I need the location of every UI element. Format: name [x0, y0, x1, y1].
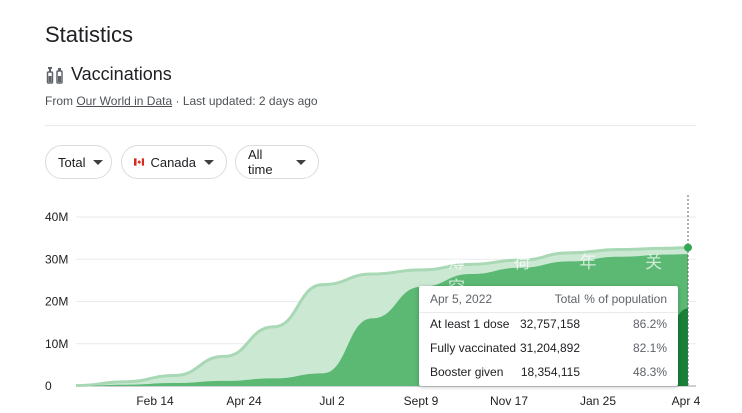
- range-dropdown-label: All time: [248, 147, 273, 177]
- tooltip-col-pct: % of population: [584, 292, 667, 306]
- x-tick-label: Feb 14: [136, 394, 174, 408]
- page-title: Statistics: [45, 22, 134, 47]
- metric-dropdown-label: Total: [58, 154, 86, 170]
- x-tick-label: Jan 25: [580, 394, 616, 408]
- series-line-first-dose: [75, 246, 689, 388]
- tooltip-col-total: Total: [554, 292, 580, 306]
- country-dropdown-label: Canada: [150, 154, 196, 170]
- tooltip-row-total: 32,757,158: [519, 317, 580, 331]
- metric-dropdown[interactable]: Total: [45, 145, 112, 179]
- x-tick-label: Apr 4: [672, 394, 701, 408]
- tooltip-divider: [419, 312, 678, 313]
- tooltip-row-total: 31,204,892: [519, 341, 580, 355]
- tooltip-row: Fully vaccinated 31,204,892 82.1%: [419, 336, 678, 360]
- divider: [45, 125, 696, 126]
- hover-marker: [684, 243, 692, 252]
- x-tick-label: Nov 17: [490, 394, 528, 408]
- section-header: Vaccinations: [45, 64, 172, 85]
- vaccine-icon: [46, 66, 63, 84]
- x-tick-label: Apr 24: [226, 394, 262, 408]
- source-line: From Our World in Data · Last updated: 2…: [45, 94, 318, 108]
- source-link[interactable]: Our World in Data: [76, 94, 173, 108]
- tooltip-date: Apr 5, 2022: [430, 292, 493, 306]
- tooltip-row: At least 1 dose 32,757,158 86.2%: [419, 312, 678, 336]
- y-tick-label: 30M: [45, 252, 68, 266]
- tooltip-row-pct: 82.1%: [632, 341, 667, 355]
- y-tick-label: 20M: [45, 295, 68, 309]
- x-tick-label: Sept 9: [404, 394, 439, 408]
- tooltip-row-label: Booster given: [430, 365, 504, 379]
- range-dropdown[interactable]: All time: [235, 145, 319, 179]
- tooltip-row-label: Fully vaccinated: [430, 341, 517, 355]
- caret-down-icon: [204, 159, 214, 165]
- tooltip-row: Booster given 18,354,115 48.3%: [419, 360, 678, 384]
- tooltip-row-total: 18,354,115: [520, 365, 580, 379]
- y-tick-label: 40M: [45, 210, 68, 224]
- tooltip-row-pct: 86.2%: [632, 317, 667, 331]
- caret-down-icon: [296, 159, 306, 165]
- y-tick-label: 0: [45, 379, 52, 393]
- section-title: Vaccinations: [71, 64, 172, 84]
- tooltip-row-pct: 48.3%: [632, 365, 667, 379]
- last-updated: · Last updated: 2 days ago: [172, 94, 318, 108]
- canada-flag-icon: [134, 158, 145, 166]
- tooltip-header: Apr 5, 2022 Total % of population: [419, 287, 678, 311]
- country-dropdown[interactable]: Canada: [121, 145, 227, 179]
- chart-tooltip: Apr 5, 2022 Total % of population At lea…: [419, 286, 678, 386]
- caret-down-icon: [93, 159, 104, 165]
- x-tick-label: Jul 2: [319, 394, 345, 408]
- tooltip-row-label: At least 1 dose: [430, 317, 510, 331]
- source-prefix: From: [45, 94, 77, 108]
- y-tick-label: 10M: [45, 337, 68, 351]
